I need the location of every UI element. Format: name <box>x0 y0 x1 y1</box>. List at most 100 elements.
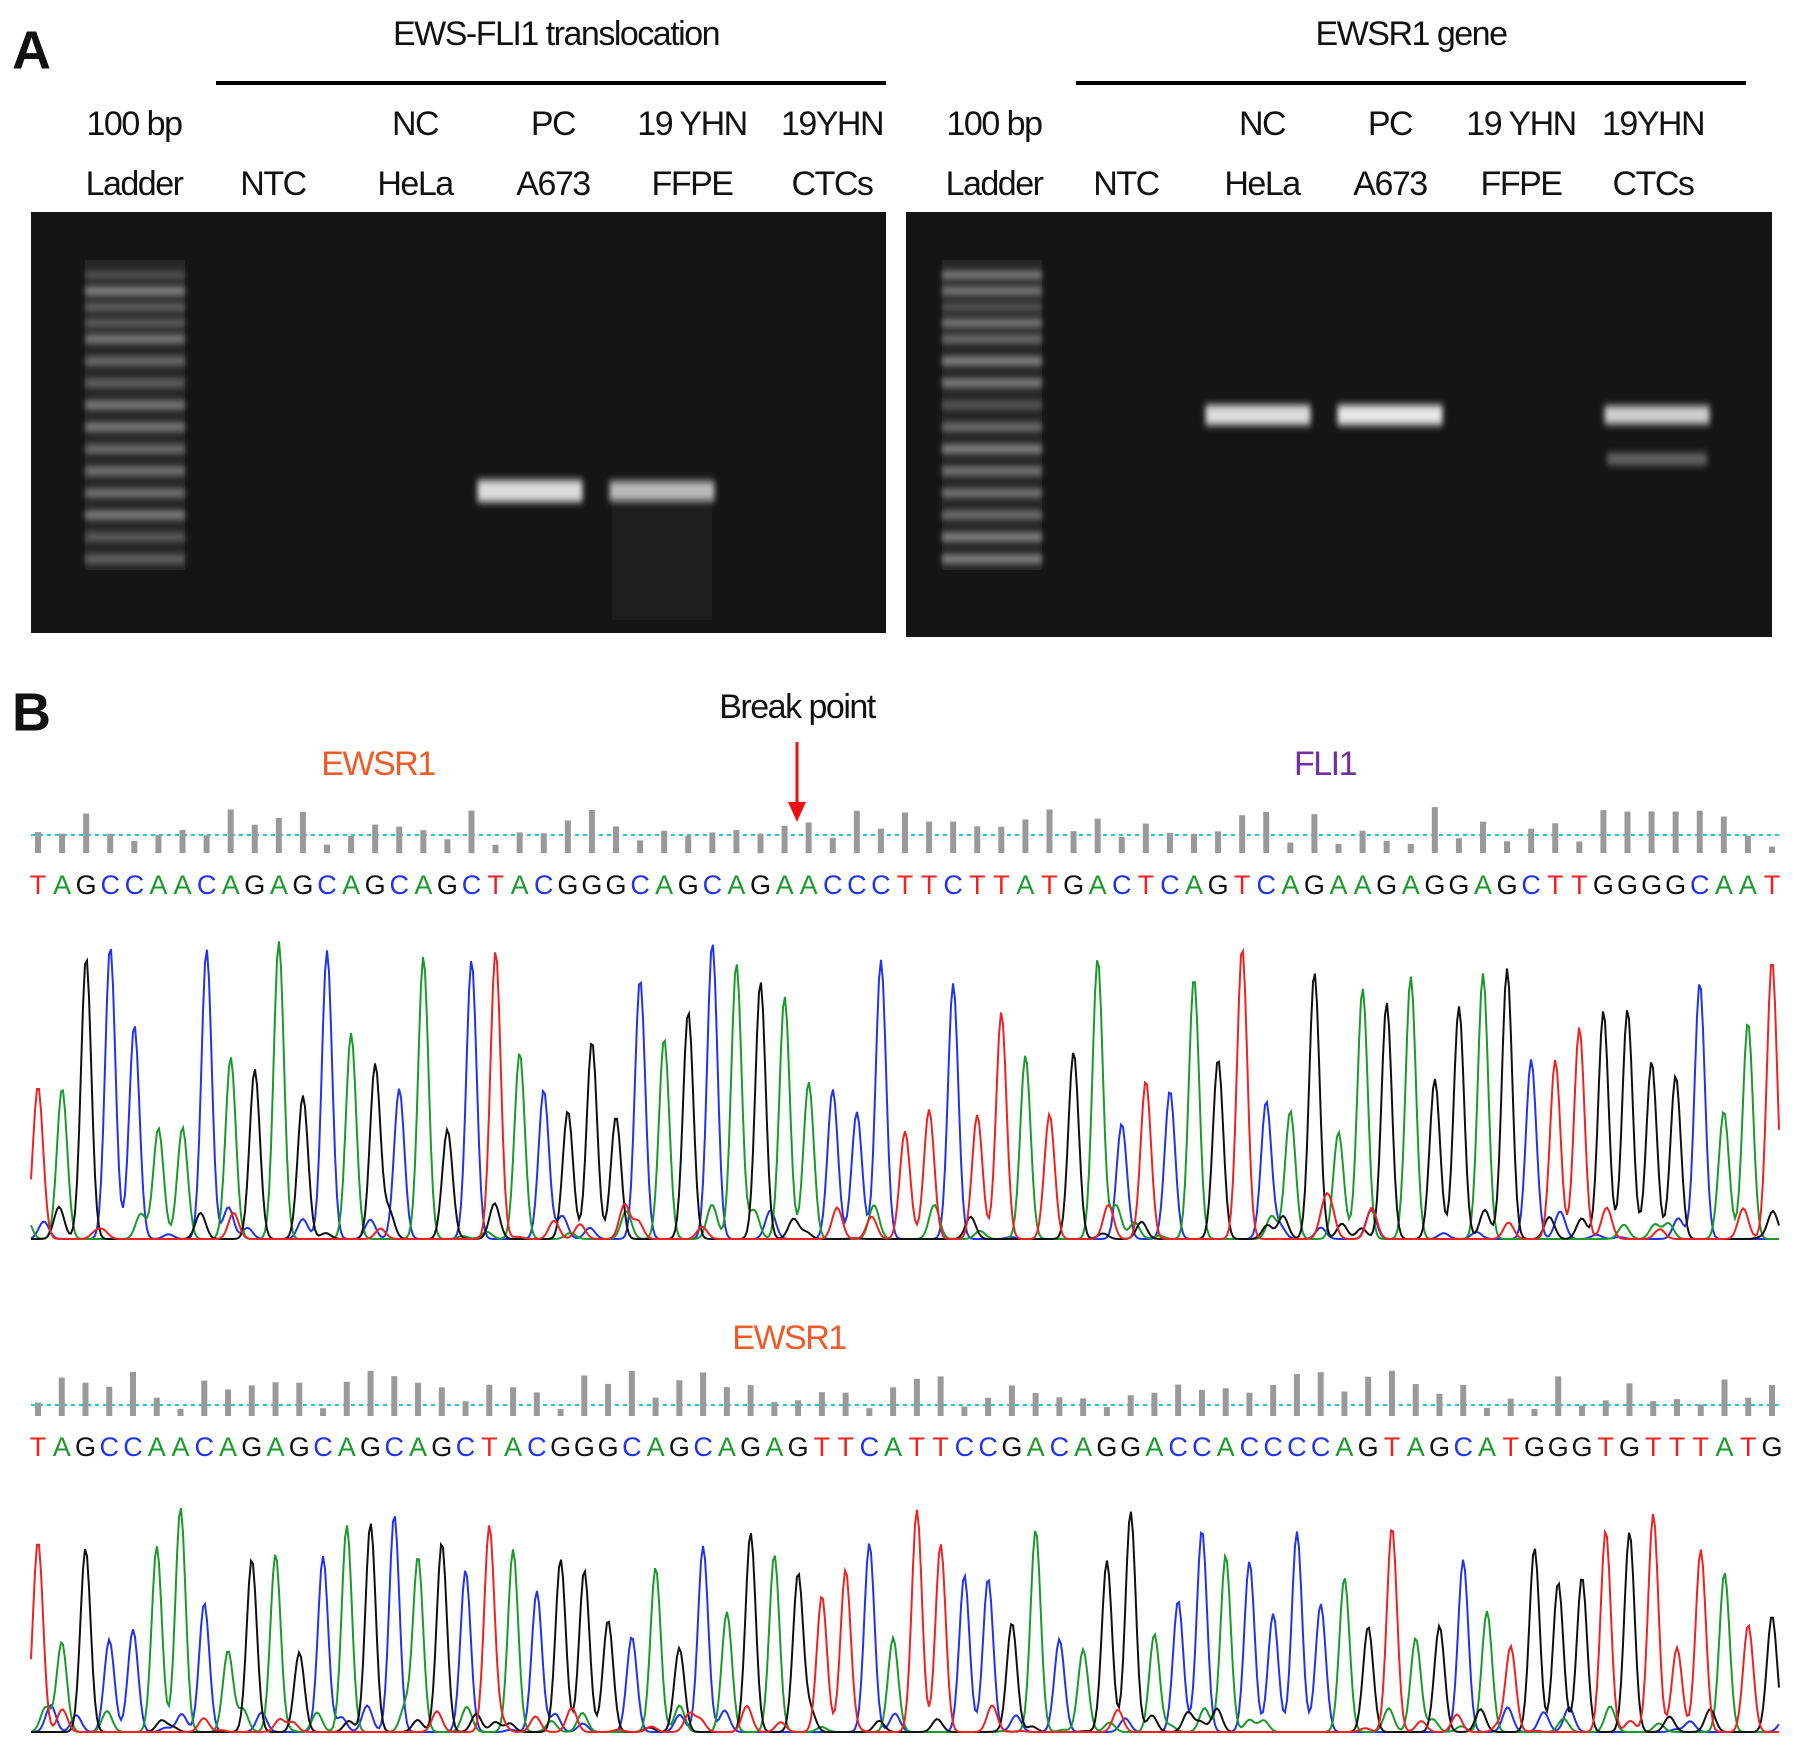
quality-bar <box>225 1389 232 1416</box>
gel-band <box>85 271 185 279</box>
gel-band <box>942 287 1042 295</box>
quality-bar <box>1311 814 1318 853</box>
quality-bar <box>1293 1374 1300 1416</box>
gel-band <box>942 271 1042 279</box>
quality-bar <box>1602 1400 1609 1416</box>
quality-bar <box>1650 1401 1657 1416</box>
quality-bar <box>83 813 90 853</box>
gel-band <box>942 489 1042 497</box>
quality-bar <box>510 1387 517 1416</box>
quality-bar <box>1744 835 1751 853</box>
gel-band <box>85 489 185 497</box>
quality-bar <box>1460 1384 1467 1416</box>
gel-smear <box>85 260 185 570</box>
quality-bar <box>343 1381 350 1416</box>
quality-bar <box>1151 1392 1158 1416</box>
gel-band <box>942 357 1042 365</box>
quality-bar <box>1383 840 1390 853</box>
quality-bar <box>420 830 427 853</box>
quality-bar <box>853 810 860 853</box>
quality-bar <box>1175 1384 1182 1416</box>
quality-bar <box>1166 832 1173 853</box>
quality-bar <box>1769 846 1775 853</box>
quality-bar <box>1648 811 1655 853</box>
quality-bar <box>1531 1408 1538 1416</box>
quality-bar <box>1412 1384 1419 1416</box>
gel-band <box>1205 405 1311 425</box>
quality-bar <box>700 1372 707 1416</box>
quality-bar <box>1672 811 1679 853</box>
quality-bar <box>795 1400 802 1416</box>
quality-bar <box>588 810 595 853</box>
quality-bar <box>1335 843 1342 853</box>
lane-label: FFPE <box>652 165 734 203</box>
trace-line <box>30 1509 1779 1733</box>
quality-bar <box>1626 1383 1633 1416</box>
gel-band <box>609 481 715 501</box>
quality-bar <box>1455 838 1462 853</box>
quality-bar <box>1103 1407 1110 1416</box>
lane-label: NC <box>392 105 439 143</box>
quality-bar <box>1070 831 1077 853</box>
quality-bar <box>155 835 162 853</box>
quality-bar <box>444 839 451 853</box>
quality-bar <box>805 822 812 853</box>
quality-bar <box>1317 1372 1324 1416</box>
quality-bar <box>320 1408 327 1416</box>
lane-label: A673 <box>1353 165 1427 203</box>
quality-bar <box>1246 1392 1253 1416</box>
quality-bar <box>1407 843 1414 853</box>
quality-bar <box>829 837 836 853</box>
quality-bar <box>396 826 403 853</box>
quality-bar <box>613 826 619 853</box>
quality-bar <box>1576 841 1583 853</box>
quality-bar <box>637 840 644 853</box>
gel-band <box>942 533 1042 541</box>
quality-bar <box>676 1380 683 1416</box>
panel-label: B <box>12 682 51 742</box>
lane-label: Ladder <box>86 165 184 203</box>
quality-bar <box>661 830 668 853</box>
quality-bar <box>1697 1404 1704 1416</box>
quality-bar <box>1431 807 1438 853</box>
quality-bar <box>1365 1376 1372 1416</box>
quality-bar <box>58 1377 65 1416</box>
lane-label: PC <box>1368 105 1413 143</box>
quality-bar <box>486 1384 493 1416</box>
quality-bar <box>974 826 981 853</box>
quality-bar <box>516 832 523 853</box>
gel-band <box>85 467 185 475</box>
gel-band <box>85 445 185 453</box>
gel-smear <box>942 260 1042 570</box>
lane-label: 19 YHN <box>1466 105 1575 143</box>
quality-bar <box>272 1382 279 1416</box>
quality-bar <box>877 828 884 853</box>
quality-bar <box>462 1401 469 1416</box>
annotation: Break point <box>719 688 877 726</box>
quality-bar <box>1142 823 1149 853</box>
quality-bar <box>757 833 764 853</box>
quality-bar <box>771 1402 778 1416</box>
quality-bar <box>130 1371 137 1416</box>
quality-bar <box>203 835 210 853</box>
quality-bar <box>1555 1376 1562 1416</box>
quality-bar <box>1745 1397 1752 1416</box>
lane-label: NTC <box>1093 165 1159 203</box>
gel-band <box>942 379 1042 387</box>
quality-bar <box>324 844 330 853</box>
quality-bar <box>985 1397 992 1416</box>
trace-line <box>31 957 1780 1240</box>
gel-band <box>942 335 1042 343</box>
quality-bar <box>251 824 258 853</box>
lane-label: CTCs <box>1613 165 1694 203</box>
gel-band <box>85 287 185 295</box>
gel-title: EWS-FLI1 translocation <box>393 15 719 53</box>
quality-bar <box>998 826 1005 853</box>
quality-bar <box>1022 819 1029 853</box>
gel-band <box>85 401 185 409</box>
quality-bar <box>468 810 475 853</box>
quality-bar <box>1436 1393 1443 1416</box>
quality-bar <box>1388 1370 1395 1416</box>
quality-bar <box>1721 1379 1728 1416</box>
quality-bar <box>177 1408 184 1416</box>
